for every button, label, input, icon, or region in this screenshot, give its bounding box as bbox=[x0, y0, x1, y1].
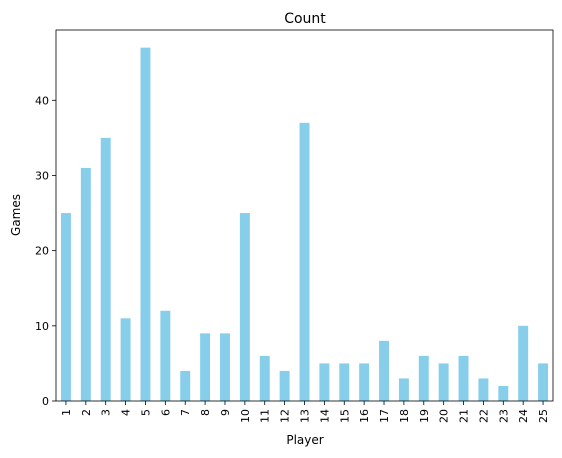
bar-player-20 bbox=[438, 363, 449, 401]
plot-frame bbox=[55, 29, 554, 402]
bar-player-10 bbox=[239, 213, 250, 401]
x-tick-label: 3 bbox=[100, 409, 113, 416]
bar-player-21 bbox=[458, 355, 469, 401]
x-tick-label: 25 bbox=[537, 409, 550, 423]
y-axis-title: Games bbox=[9, 194, 23, 236]
bar-player-15 bbox=[339, 363, 350, 401]
y-tick-label: 10 bbox=[35, 320, 49, 333]
x-tick-label: 18 bbox=[398, 409, 411, 423]
bar-player-9 bbox=[220, 333, 230, 401]
bars-group bbox=[60, 47, 549, 402]
bar-player-6 bbox=[160, 310, 171, 401]
x-tick-label: 8 bbox=[199, 409, 212, 416]
bar-player-3 bbox=[100, 137, 111, 401]
bar-player-19 bbox=[418, 355, 429, 401]
bar-player-23 bbox=[498, 385, 509, 401]
x-tick-label: 4 bbox=[120, 409, 133, 416]
bar-player-8 bbox=[200, 333, 211, 401]
bar-player-22 bbox=[478, 378, 489, 401]
x-tick-label: 7 bbox=[179, 409, 192, 416]
x-axis-title: Player bbox=[286, 433, 323, 447]
bar-player-12 bbox=[279, 370, 290, 401]
bar-player-25 bbox=[538, 363, 549, 401]
bar-player-16 bbox=[359, 363, 370, 401]
x-tick-label: 15 bbox=[338, 409, 351, 423]
bar-player-7 bbox=[180, 370, 191, 401]
x-tick-label: 6 bbox=[159, 409, 172, 416]
x-tick-label: 1 bbox=[60, 409, 73, 416]
chart-title: Count bbox=[284, 11, 326, 27]
y-tick-label: 0 bbox=[42, 395, 49, 408]
x-tick-label: 9 bbox=[219, 409, 232, 416]
x-tick-label: 14 bbox=[318, 409, 331, 423]
y-tick-label: 30 bbox=[35, 169, 49, 182]
x-tick-label: 12 bbox=[279, 409, 292, 423]
y-axis-ticks: 0 10 20 30 40 bbox=[35, 94, 56, 408]
bar-player-24 bbox=[518, 325, 529, 401]
x-tick-label: 23 bbox=[497, 409, 510, 423]
x-tick-label: 24 bbox=[517, 409, 530, 423]
bar-player-11 bbox=[259, 355, 270, 401]
x-tick-label: 20 bbox=[438, 409, 451, 423]
x-axis-ticks: 1 2 3 4 5 6 7 8 9 10 11 12 13 14 15 16 17 18 19 20 21 22 23 24 2… bbox=[60, 401, 550, 423]
bar-player-13 bbox=[299, 122, 310, 402]
x-tick-label: 21 bbox=[458, 409, 471, 423]
y-tick-label: 20 bbox=[35, 245, 49, 258]
x-tick-label: 11 bbox=[259, 409, 272, 423]
bar-player-1 bbox=[60, 213, 71, 401]
y-tick-label: 40 bbox=[35, 94, 49, 107]
x-tick-label: 13 bbox=[299, 409, 312, 423]
bar-player-18 bbox=[398, 378, 409, 401]
x-tick-label: 22 bbox=[477, 409, 490, 423]
bar-player-14 bbox=[319, 363, 330, 401]
x-tick-label: 10 bbox=[239, 409, 252, 423]
bar-player-17 bbox=[379, 340, 389, 401]
x-tick-label: 17 bbox=[378, 409, 391, 423]
bar-player-5 bbox=[140, 47, 151, 402]
bar-player-4 bbox=[120, 318, 131, 401]
x-tick-label: 2 bbox=[80, 409, 93, 416]
x-tick-label: 16 bbox=[358, 409, 371, 423]
bar-player-2 bbox=[80, 167, 91, 401]
x-tick-label: 5 bbox=[139, 409, 152, 416]
x-tick-label: 19 bbox=[418, 409, 431, 423]
